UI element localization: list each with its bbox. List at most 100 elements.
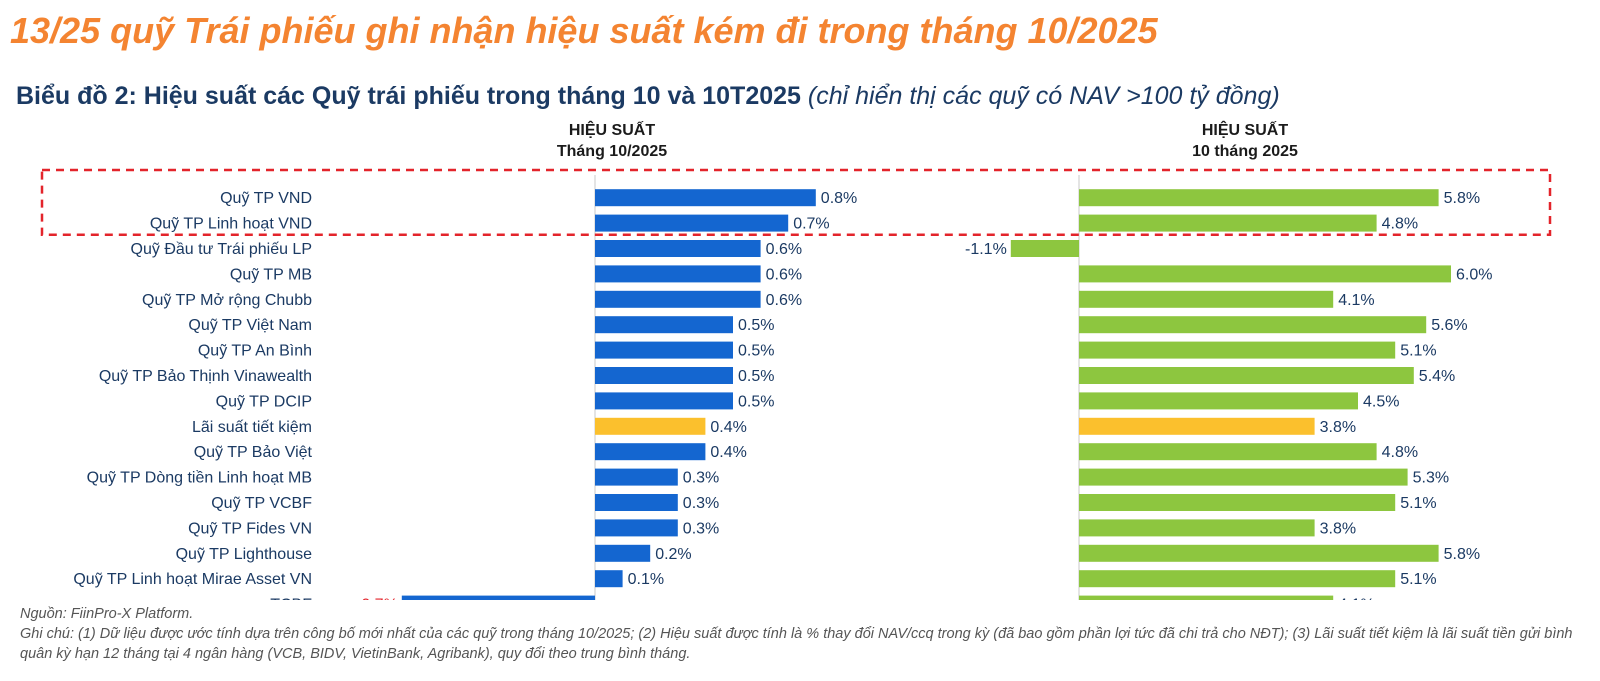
right-panel-title-line2: 10 tháng 2025 [1192,143,1298,160]
ytd-value-label: 6.0% [1456,266,1492,283]
ytd-value-label: 4.1% [1338,597,1374,600]
month-bar [595,265,761,283]
right-panel-title-line1: HIỆU SUẤT [1201,122,1289,139]
category-label: Quỹ TP Mở rộng Chubb [142,292,312,309]
ytd-bar [1079,341,1396,359]
month-value-label: 0.5% [738,343,774,360]
chart-footer: Nguồn: FiinPro-X Platform. Ghi chú: (1) … [20,604,1590,664]
category-label: Quỹ TP Việt Nam [188,317,312,334]
category-label: Quỹ TP Fides VN [188,520,312,537]
month-bar [595,570,623,588]
month-value-label: 0.5% [738,393,774,410]
ytd-value-label: -1.1% [965,241,1007,258]
month-bar [401,595,595,600]
category-label: TCBF [270,597,312,600]
month-value-label: 0.1% [628,571,664,588]
month-bar [595,519,678,537]
category-label: Quỹ TP Linh hoạt VND [150,216,312,233]
category-label: Quỹ TP Linh hoạt Mirae Asset VN [73,571,312,588]
highlight-dashed-box [40,168,1552,237]
left-panel-title-line1: HIỆU SUẤT [568,122,656,139]
ytd-bar [1079,468,1408,486]
month-bar [595,392,733,410]
month-value-label: 0.8% [821,190,857,207]
month-value-label: 0.3% [683,470,719,487]
month-value-label: 0.2% [655,546,691,563]
month-value-label: 0.5% [738,317,774,334]
ytd-bar [1079,417,1315,435]
chart-subtitle-main: Biểu đồ 2: Hiệu suất các Quỹ trái phiếu … [16,82,801,110]
ytd-value-label: 5.3% [1413,470,1449,487]
ytd-value-label: 4.8% [1382,444,1418,461]
category-label: Quỹ TP VCBF [211,495,312,512]
month-value-label: 0.6% [766,266,802,283]
month-bar [595,189,816,207]
ytd-value-label: 5.6% [1431,317,1467,334]
month-value-label: 0.5% [738,368,774,385]
ytd-bar [1079,214,1377,232]
month-bar [595,214,789,232]
ytd-bar [1079,443,1377,461]
ytd-value-label: 5.1% [1400,343,1436,360]
left-panel-title: HIỆU SUẤT Tháng 10/2025 [462,120,762,162]
category-label: Quỹ TP DCIP [216,393,312,410]
month-bar [595,240,761,257]
right-panel-title: HIỆU SUẤT 10 tháng 2025 [1095,120,1395,162]
month-bar [595,341,733,359]
month-value-label: -0.7% [356,597,398,600]
ytd-value-label: 5.8% [1444,546,1480,563]
ytd-value-label: 4.5% [1363,393,1399,410]
ytd-value-label: 4.1% [1338,292,1374,309]
ytd-bar [1079,544,1439,562]
month-value-label: 0.4% [710,444,746,461]
month-value-label: 0.6% [766,241,802,258]
left-panel-title-line2: Tháng 10/2025 [556,143,668,160]
month-bar [595,316,733,334]
month-bar [595,290,761,308]
month-bar [595,468,678,486]
month-value-label: 0.3% [683,495,719,512]
fund-performance-chart: Quỹ TP VND Quỹ TP Linh hoạt VND Quỹ Đầu tư… [40,168,1552,600]
ytd-bar [1079,367,1414,384]
category-label: Quỹ TP Lighthouse [176,546,312,563]
ytd-bar [1079,265,1451,283]
month-bar [595,443,706,461]
category-label: Quỹ TP MB [230,266,312,283]
ytd-value-label: 5.1% [1400,571,1436,588]
category-label: Quỹ TP Dòng tiền Linh hoạt MB [87,470,312,487]
month-bar [595,494,678,511]
ytd-value-label: 3.8% [1320,520,1356,537]
ytd-bar [1079,595,1334,600]
month-bar [595,367,733,384]
category-label: Quỹ Đầu tư Trái phiếu LP [131,241,312,258]
category-label: Quỹ TP Bảo Thịnh Vinawealth [99,368,312,385]
month-value-label: 0.6% [766,292,802,309]
ytd-bar [1079,392,1358,410]
ytd-bar [1010,240,1079,257]
category-label: Lãi suất tiết kiệm [192,419,312,436]
page-headline: 13/25 quỹ Trái phiếu ghi nhận hiệu suất … [10,10,1158,51]
ytd-bar [1079,519,1315,537]
ytd-bar [1079,570,1396,588]
month-value-label: 0.7% [793,216,829,233]
chart-subtitle: Biểu đồ 2: Hiệu suất các Quỹ trái phiếu … [16,82,1280,111]
ytd-value-label: 5.4% [1419,368,1455,385]
category-label: Quỹ TP An Bình [198,343,312,360]
month-bar [595,544,651,562]
month-value-label: 0.3% [683,520,719,537]
category-label: Quỹ TP Bảo Việt [194,444,313,461]
ytd-bar [1079,316,1427,334]
ytd-value-label: 5.8% [1444,190,1480,207]
chart-subtitle-note: (chỉ hiển thị các quỹ có NAV >100 tỷ đồn… [807,82,1280,110]
month-value-label: 0.4% [710,419,746,436]
explanatory-note: Ghi chú: (1) Dữ liệu được ước tính dựa t… [20,626,1573,662]
ytd-value-label: 4.8% [1382,216,1418,233]
ytd-bar [1079,189,1439,207]
ytd-bar [1079,494,1396,511]
ytd-bar [1079,290,1334,308]
month-bar [595,417,706,435]
category-label: Quỹ TP VND [220,190,312,207]
ytd-value-label: 5.1% [1400,495,1436,512]
ytd-value-label: 3.8% [1320,419,1356,436]
source-note: Nguồn: FiinPro-X Platform. [20,606,194,622]
